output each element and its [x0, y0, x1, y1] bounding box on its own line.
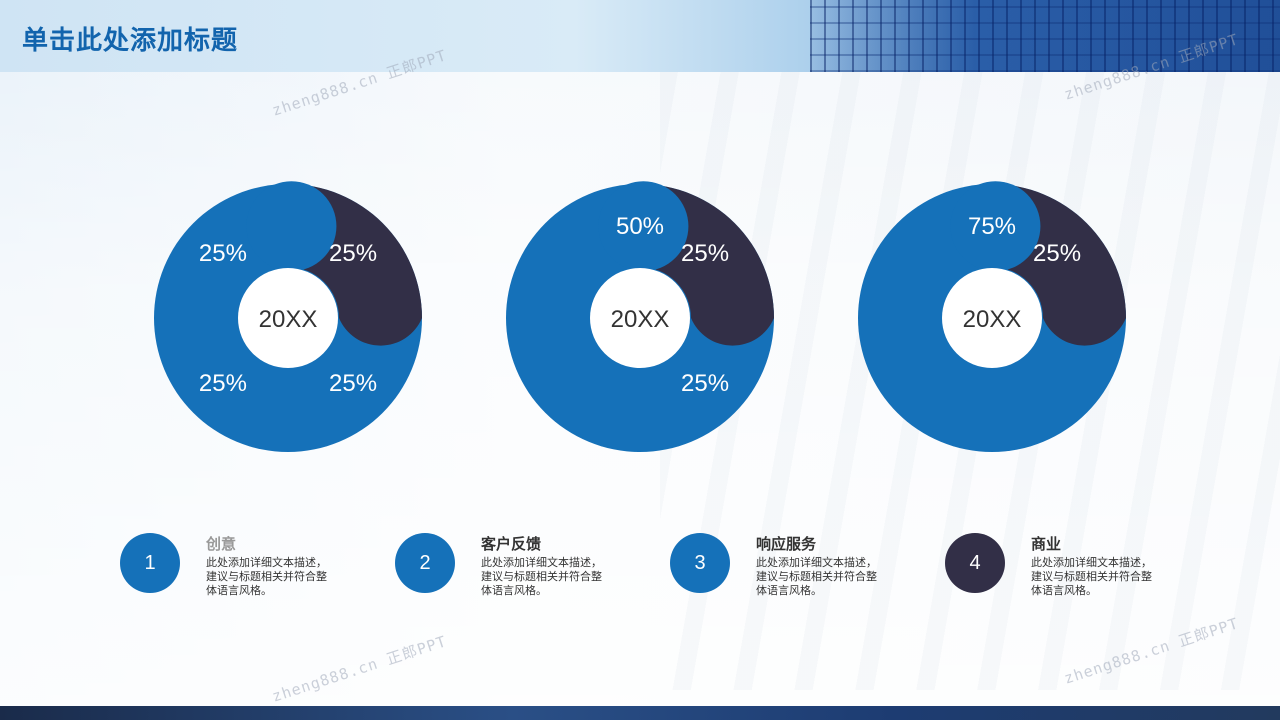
step-item-3: 3 响应服务 此处添加详细文本描述，建议与标题相关并符合整体语言风格。	[670, 533, 930, 603]
donut-hole	[238, 268, 338, 368]
donut-segment-label: 25%	[199, 240, 247, 267]
donut-center-label: 20XX	[963, 306, 1022, 333]
donut-center-label: 20XX	[611, 306, 670, 333]
header-bar: 单击此处添加标题	[0, 0, 1280, 72]
step-description[interactable]: 此处添加详细文本描述，建议与标题相关并符合整体语言风格。	[206, 556, 327, 597]
donut-segment-label: 75%	[968, 213, 1016, 240]
step-description[interactable]: 此处添加详细文本描述，建议与标题相关并符合整体语言风格。	[481, 556, 602, 597]
donut-center-label: 20XX	[259, 306, 318, 333]
page-title[interactable]: 单击此处添加标题	[22, 26, 239, 56]
step-title[interactable]: 响应服务	[756, 535, 817, 553]
step-description[interactable]: 此处添加详细文本描述，建议与标题相关并符合整体语言风格。	[756, 556, 877, 597]
donut-hole	[590, 268, 690, 368]
step-item-1: 1 创意 此处添加详细文本描述，建议与标题相关并符合整体语言风格。	[120, 533, 380, 603]
step-number-badge: 1	[120, 533, 180, 593]
donut-chart-1: 20XX 25% 25% 25% 25%	[154, 181, 422, 452]
donut-segment-cap	[950, 181, 1041, 272]
donut-hole	[942, 268, 1042, 368]
donut-segment-label: 25%	[1033, 240, 1081, 267]
donut-segment-label: 50%	[616, 213, 664, 240]
step-title[interactable]: 商业	[1031, 535, 1062, 553]
header-building-image	[810, 0, 1280, 72]
step-item-2: 2 客户反馈 此处添加详细文本描述，建议与标题相关并符合整体语言风格。	[395, 533, 655, 603]
donut-segment-cap	[598, 181, 689, 272]
donut-segment-label: 25%	[329, 240, 377, 267]
step-number-badge: 3	[670, 533, 730, 593]
donut-segment-label: 25%	[681, 240, 729, 267]
donut-chart-2: 20XX 25% 25% 50%	[506, 181, 774, 452]
step-title[interactable]: 客户反馈	[481, 535, 542, 553]
footer-bar	[0, 706, 1280, 720]
donut-segment-label: 25%	[199, 370, 247, 397]
donut-chart-3: 20XX 25% 75%	[858, 181, 1126, 452]
step-number-badge: 4	[945, 533, 1005, 593]
step-item-4: 4 商业 此处添加详细文本描述，建议与标题相关并符合整体语言风格。	[945, 533, 1205, 603]
step-title[interactable]: 创意	[206, 535, 237, 553]
donut-segment-label: 25%	[681, 370, 729, 397]
donut-segment-label: 25%	[329, 370, 377, 397]
step-description[interactable]: 此处添加详细文本描述，建议与标题相关并符合整体语言风格。	[1031, 556, 1152, 597]
step-number-badge: 2	[395, 533, 455, 593]
donut-segment-cap	[246, 181, 337, 272]
